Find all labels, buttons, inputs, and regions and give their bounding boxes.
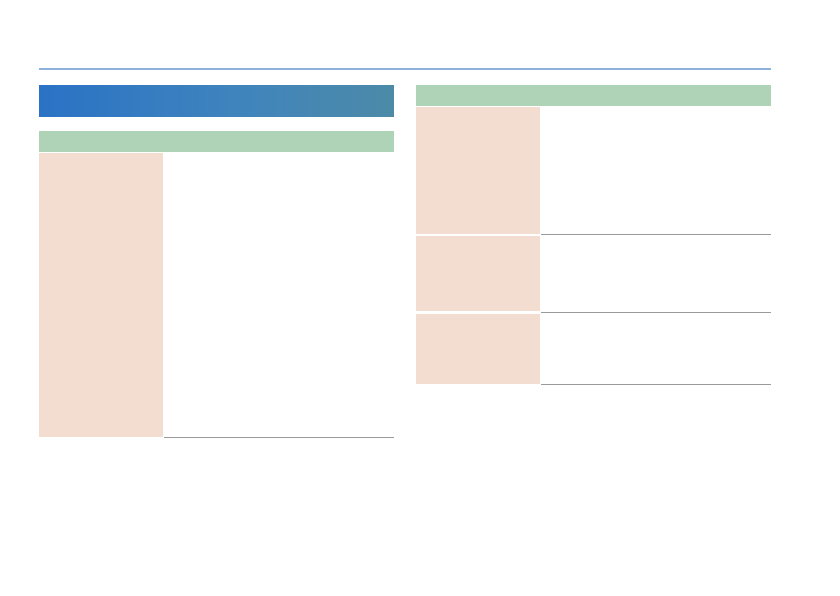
section-title-bar (39, 85, 394, 117)
top-divider (39, 68, 771, 70)
right-row-2-label-cell (416, 236, 540, 311)
right-table-header (416, 85, 771, 106)
left-row-1-divider (164, 437, 394, 438)
right-row-1-divider (541, 234, 771, 235)
right-row-3-divider (541, 384, 771, 385)
left-row-1-label-cell (39, 153, 163, 437)
right-row-1-description-cell (541, 107, 771, 234)
right-row-2-divider (541, 312, 771, 313)
right-row-3-label-cell (416, 314, 540, 384)
left-row-1-description-cell (164, 153, 394, 437)
right-row-3-description-cell (541, 314, 771, 384)
right-row-1-label-cell (416, 107, 540, 234)
left-table-header (39, 131, 394, 152)
right-row-2-description-cell (541, 236, 771, 311)
